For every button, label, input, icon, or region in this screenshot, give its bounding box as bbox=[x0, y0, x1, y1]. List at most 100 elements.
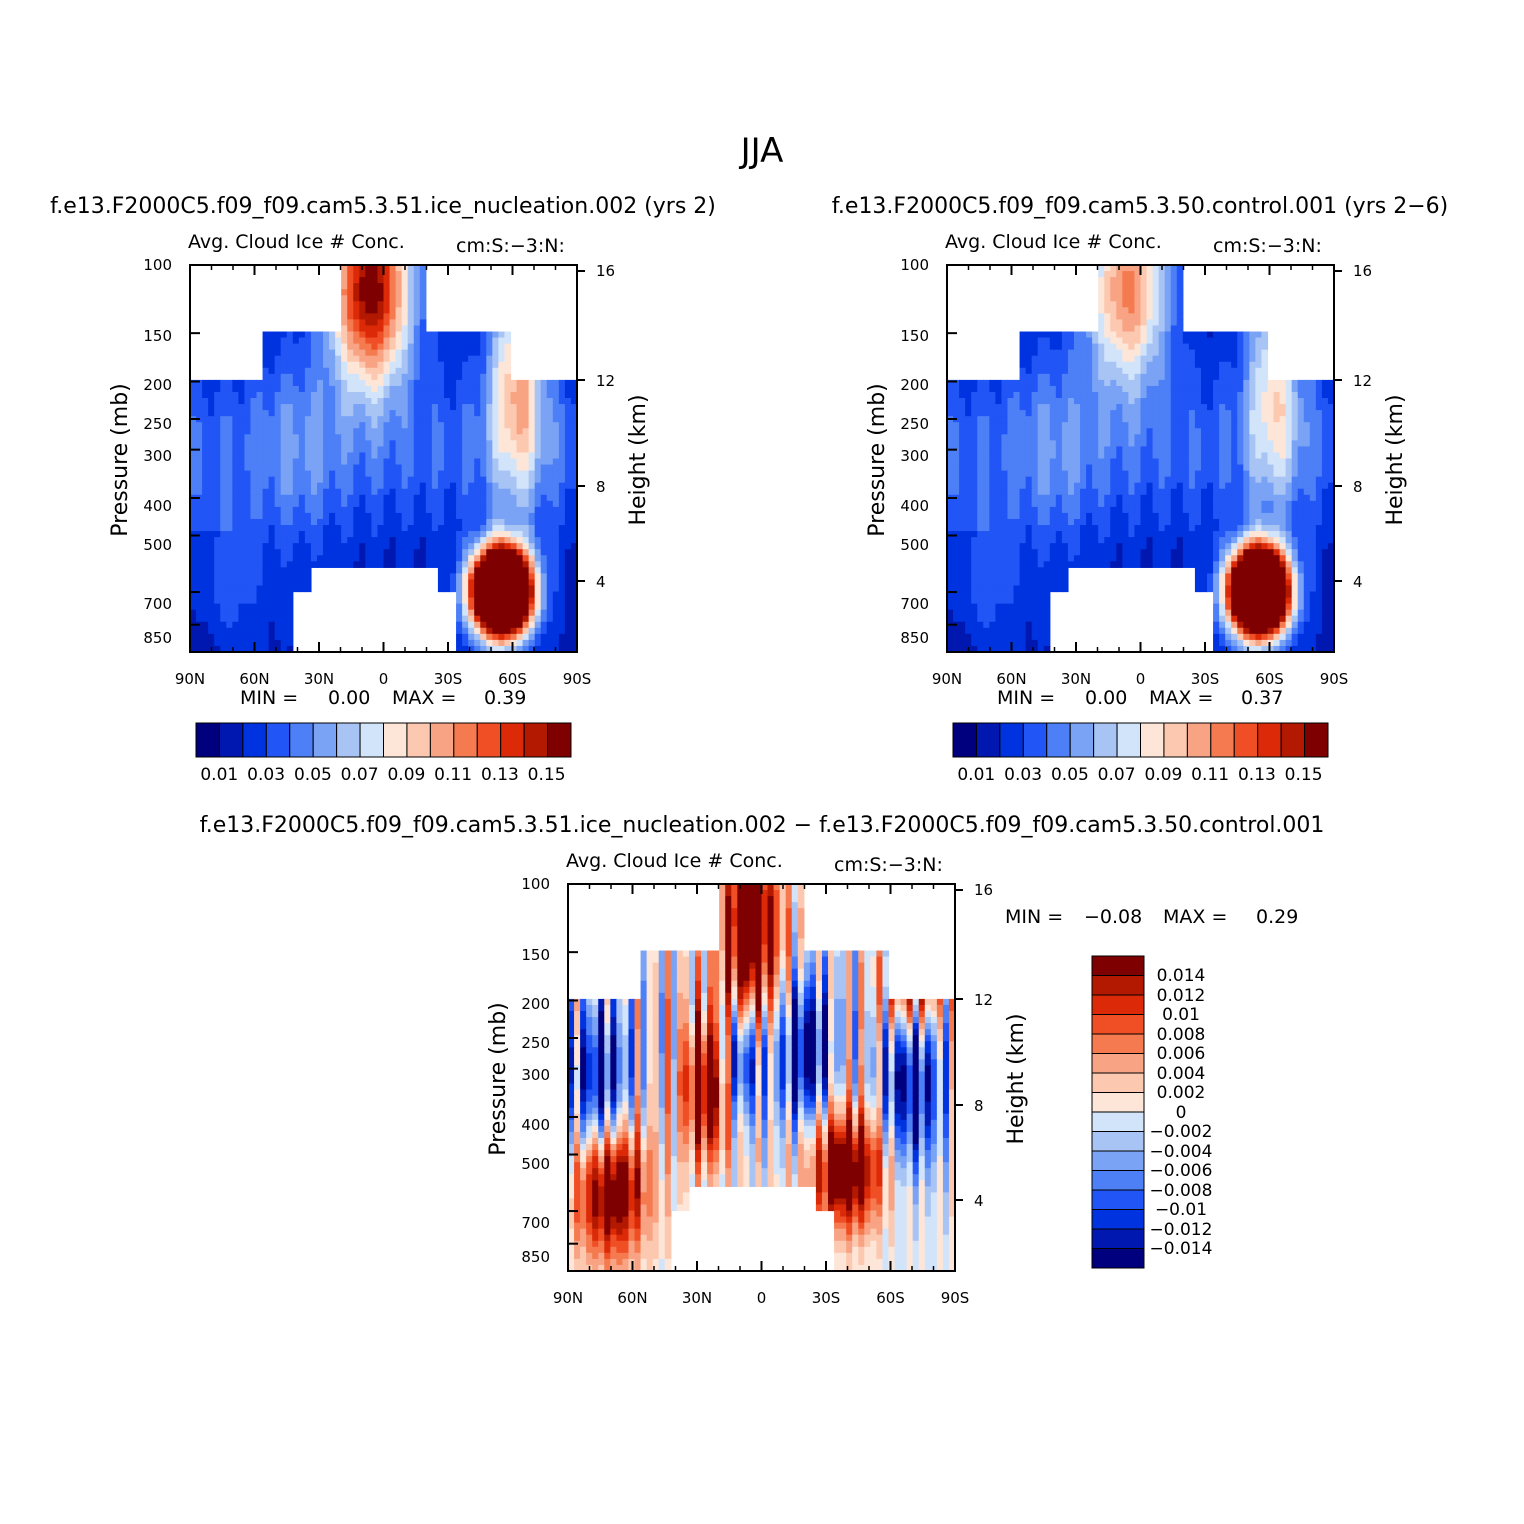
field-cell bbox=[1188, 331, 1196, 339]
field-cell bbox=[256, 573, 264, 581]
field-cell bbox=[1164, 440, 1172, 448]
field-cell bbox=[443, 422, 451, 429]
field-cell bbox=[570, 446, 578, 454]
field-cell bbox=[208, 404, 215, 411]
field-cell bbox=[498, 555, 506, 562]
field-cell bbox=[226, 494, 233, 502]
field-cell bbox=[534, 464, 542, 472]
field-cell bbox=[190, 434, 197, 441]
field-cell bbox=[1140, 373, 1148, 381]
field-cell bbox=[965, 500, 972, 508]
field-cell bbox=[262, 639, 270, 647]
field-cell bbox=[1080, 428, 1087, 435]
field-cell bbox=[256, 549, 264, 556]
field-cell bbox=[232, 567, 239, 574]
field-cell bbox=[431, 506, 439, 514]
field-cell bbox=[1146, 464, 1154, 472]
field-cell bbox=[450, 331, 457, 339]
field-cell bbox=[558, 633, 566, 641]
field-cell bbox=[486, 518, 493, 526]
field-cell bbox=[1031, 343, 1039, 351]
field-cell bbox=[1225, 482, 1232, 490]
field-cell bbox=[1031, 488, 1039, 496]
field-cell bbox=[310, 410, 318, 417]
field-cell bbox=[552, 621, 560, 629]
field-cell bbox=[486, 488, 493, 496]
field-cell bbox=[383, 367, 391, 375]
field-cell bbox=[1134, 391, 1142, 399]
field-cell bbox=[450, 398, 457, 405]
field-cell bbox=[995, 446, 1003, 454]
field-cell bbox=[540, 639, 548, 647]
field-cell bbox=[516, 609, 524, 617]
field-cell bbox=[353, 331, 360, 339]
field-cell bbox=[335, 549, 342, 556]
field-cell bbox=[214, 633, 221, 641]
field-cell bbox=[1182, 476, 1190, 484]
field-cell bbox=[1116, 488, 1123, 496]
field-cell bbox=[407, 476, 415, 484]
field-cell bbox=[443, 573, 451, 581]
field-cell bbox=[1152, 440, 1160, 448]
field-cell bbox=[983, 379, 990, 387]
field-cell bbox=[1327, 428, 1335, 435]
field-cell bbox=[558, 434, 566, 441]
field-cell bbox=[413, 265, 421, 272]
field-cell bbox=[468, 428, 475, 435]
field-cell bbox=[1243, 355, 1250, 363]
field-cell bbox=[437, 579, 445, 587]
field-cell bbox=[335, 410, 342, 417]
field-cell bbox=[1327, 385, 1335, 393]
field-cell bbox=[280, 373, 288, 381]
field-cell bbox=[353, 379, 360, 387]
field-cell bbox=[474, 531, 481, 538]
field-cell bbox=[407, 337, 415, 345]
field-cell bbox=[202, 627, 209, 635]
field-cell bbox=[522, 627, 530, 635]
field-cell bbox=[310, 537, 318, 544]
field-cell bbox=[1019, 343, 1027, 351]
field-cell bbox=[1261, 434, 1269, 441]
field-cell bbox=[1170, 391, 1178, 399]
field-cell bbox=[516, 379, 524, 387]
field-cell bbox=[280, 561, 288, 568]
field-cell bbox=[347, 373, 354, 381]
field-cell bbox=[1043, 391, 1051, 399]
field-cell bbox=[280, 549, 288, 556]
field-cell bbox=[1219, 404, 1226, 411]
field-cell bbox=[570, 482, 578, 490]
field-cell bbox=[1019, 337, 1027, 345]
field-cell bbox=[202, 452, 209, 460]
field-cell bbox=[1104, 488, 1111, 496]
field-cell bbox=[474, 627, 481, 635]
field-cell bbox=[558, 512, 566, 520]
field-cell bbox=[1243, 331, 1250, 339]
field-cell bbox=[1043, 337, 1051, 345]
field-cell bbox=[1188, 446, 1196, 454]
field-cell bbox=[280, 470, 288, 478]
field-cell bbox=[1188, 410, 1196, 417]
field-cell bbox=[1243, 428, 1250, 435]
field-cell bbox=[498, 512, 506, 520]
field-cell bbox=[1285, 404, 1293, 411]
field-cell bbox=[1067, 422, 1075, 429]
field-cell bbox=[226, 379, 233, 387]
field-cell bbox=[304, 470, 312, 478]
field-cell bbox=[1104, 325, 1111, 333]
field-cell bbox=[1067, 488, 1075, 496]
field-cell bbox=[292, 464, 300, 472]
field-cell bbox=[492, 585, 499, 593]
field-cell bbox=[1061, 458, 1069, 466]
field-cell bbox=[274, 404, 282, 411]
field-cell bbox=[1031, 494, 1039, 502]
field-cell bbox=[1140, 422, 1148, 429]
field-cell bbox=[474, 567, 481, 574]
panel-1-ytick: 200 bbox=[143, 376, 172, 394]
field-cell bbox=[268, 488, 276, 496]
field-cell bbox=[1237, 361, 1244, 369]
field-cell bbox=[528, 434, 536, 441]
field-cell bbox=[1237, 343, 1244, 351]
field-cell bbox=[468, 422, 475, 429]
field-cell bbox=[1098, 494, 1105, 502]
field-cell bbox=[377, 416, 385, 423]
